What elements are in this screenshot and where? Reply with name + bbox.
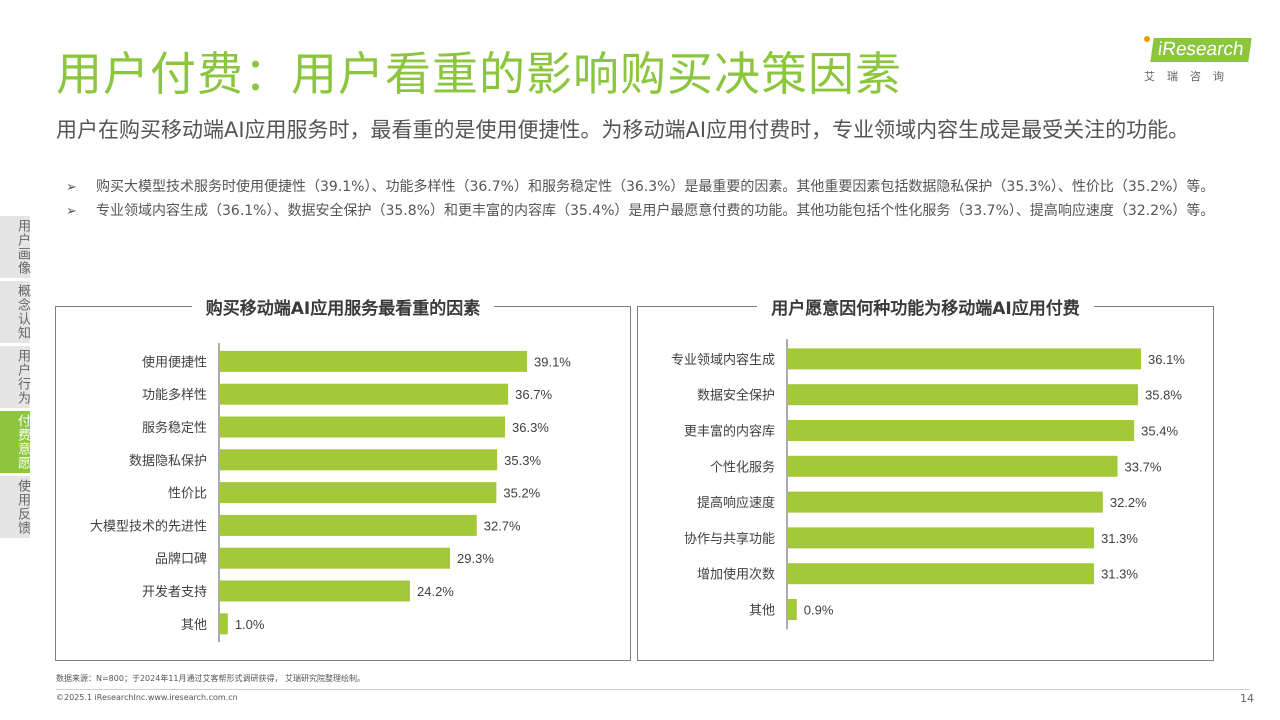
- bar: [788, 384, 1139, 406]
- value-label: 33.7%: [1125, 459, 1162, 474]
- category-label: 服务稳定性: [142, 420, 207, 436]
- value-label: 36.1%: [1148, 352, 1185, 367]
- category-label: 使用便捷性: [142, 354, 207, 370]
- value-label: 32.7%: [484, 518, 521, 533]
- footer-divider: [56, 689, 1250, 690]
- bar: [220, 350, 527, 372]
- category-label: 提高响应速度: [697, 495, 775, 511]
- value-label: 29.3%: [457, 551, 494, 566]
- logo-wordmark: iResearch: [1150, 38, 1252, 62]
- value-label: 32.2%: [1110, 495, 1147, 510]
- value-label: 36.3%: [512, 420, 549, 435]
- nav-item-concept-awareness[interactable]: 概念认知: [0, 281, 30, 343]
- bar: [220, 416, 506, 438]
- logo-dot-icon: [1144, 36, 1150, 42]
- category-label: 数据隐私保护: [129, 454, 207, 469]
- value-label: 0.9%: [804, 603, 834, 618]
- category-label: 品牌口碑: [155, 551, 207, 567]
- category-label: 协作与共享功能: [684, 531, 775, 547]
- value-label: 31.3%: [1101, 567, 1138, 582]
- finding-text: 购买大模型技术服务时使用便捷性（39.1%）、功能多样性（36.7%）和服务稳定…: [96, 179, 1215, 195]
- purchase-factors-chart: 使用便捷性 39.1% 功能多样性 36.7% 服务稳定性 36.3% 数据隐私保护 35.3…: [90, 343, 571, 643]
- category-label: 更丰富的内容库: [684, 424, 775, 440]
- page-number: 14: [1240, 692, 1254, 705]
- finding-item: ➢ 购买大模型技术服务时使用便捷性（39.1%）、功能多样性（36.7%）和服务…: [66, 178, 1216, 197]
- category-label: 大模型技术的先进性: [90, 518, 207, 534]
- value-label: 31.3%: [1101, 531, 1138, 546]
- bar: [788, 491, 1103, 513]
- nav-item-user-behavior[interactable]: 用户行为: [0, 346, 30, 408]
- bar: [788, 348, 1141, 370]
- nav-item-payment-willingness[interactable]: 付费意愿: [0, 411, 30, 473]
- copyright-text: ©2025.1 iResearchInc.www.iresearch.com.c…: [56, 693, 238, 702]
- category-label: 功能多样性: [142, 387, 207, 403]
- category-label: 专业领域内容生成: [671, 352, 775, 368]
- value-label: 36.7%: [515, 387, 552, 402]
- category-label: 数据安全保护: [697, 388, 775, 404]
- category-label: 个性化服务: [710, 459, 775, 475]
- arrow-bullet-icon: ➢: [66, 204, 77, 219]
- bar: [788, 599, 797, 620]
- chart-title: 用户愿意因何种功能为移动端AI应用付费: [757, 299, 1094, 319]
- value-label: 35.4%: [1141, 424, 1178, 439]
- nav-item-user-profile[interactable]: 用户画像: [0, 216, 30, 278]
- bar: [220, 547, 451, 569]
- category-label: 开发者支持: [142, 584, 207, 600]
- paid-features-panel: 用户愿意因何种功能为移动端AI应用付费 专业领域内容生成 36.1% 数据安全保护 3…: [637, 299, 1214, 661]
- paid-features-chart: 专业领域内容生成 36.1% 数据安全保护 35.8% 更丰富的内容库 35.4% 个性化服…: [671, 339, 1185, 630]
- bar: [220, 383, 509, 405]
- value-label: 1.0%: [235, 617, 265, 632]
- chart-title: 购买移动端AI应用服务最看重的因素: [191, 299, 495, 319]
- bar: [788, 527, 1095, 549]
- bar: [220, 482, 497, 504]
- bar: [220, 449, 498, 471]
- category-label: 增加使用次数: [697, 567, 775, 583]
- section-nav: 用户画像 概念认知 用户行为 付费意愿 使用反馈: [0, 216, 30, 541]
- bar: [220, 613, 228, 635]
- finding-text: 专业领域内容生成（36.1%）、数据安全保护（35.8%）和更丰富的内容库（35…: [96, 203, 1215, 219]
- logo-chinese-name: 艾瑞咨询: [1144, 70, 1236, 83]
- key-findings: ➢ 购买大模型技术服务时使用便捷性（39.1%）、功能多样性（36.7%）和服务…: [66, 178, 1216, 226]
- purchase-factors-panel: 购买移动端AI应用服务最看重的因素 使用便捷性 39.1% 功能多样性 36.7% 服务…: [55, 299, 631, 661]
- value-label: 24.2%: [417, 584, 454, 599]
- value-label: 39.1%: [534, 354, 571, 369]
- iresearch-logo: iResearch 艾瑞咨询: [1140, 34, 1252, 90]
- data-source-note: 数据来源：N=800；于2024年11月通过艾客帮形式调研获得， 艾瑞研究院整理…: [56, 674, 366, 683]
- page-subtitle: 用户在购买移动端AI应用服务时，最看重的是使用便捷性。为移动端AI应用付费时，专…: [56, 118, 1190, 142]
- bar: [788, 563, 1095, 585]
- bar: [788, 420, 1135, 441]
- value-label: 35.3%: [504, 453, 541, 468]
- category-label: 其他: [749, 604, 775, 619]
- arrow-bullet-icon: ➢: [66, 180, 77, 195]
- category-label: 其他: [181, 618, 207, 633]
- bar: [220, 580, 411, 602]
- page-title: 用户付费：用户看重的影响购买决策因素: [56, 47, 902, 101]
- finding-item: ➢ 专业领域内容生成（36.1%）、数据安全保护（35.8%）和更丰富的内容库（…: [66, 202, 1216, 221]
- nav-item-user-feedback[interactable]: 使用反馈: [0, 476, 30, 538]
- category-label: 性价比: [168, 487, 207, 502]
- bar: [788, 455, 1118, 477]
- value-label: 35.2%: [503, 486, 540, 501]
- value-label: 35.8%: [1145, 388, 1182, 403]
- bar: [220, 514, 477, 536]
